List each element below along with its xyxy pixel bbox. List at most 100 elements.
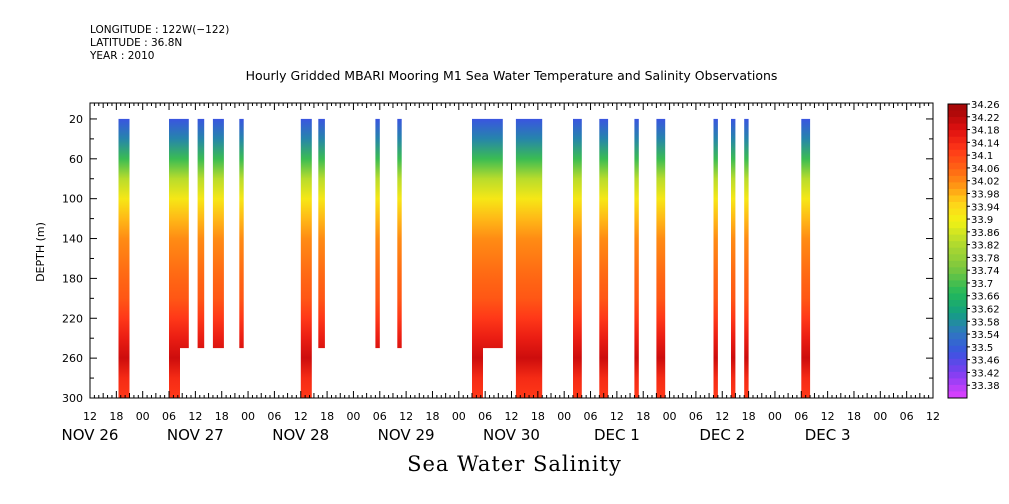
x-tick-label: 18	[636, 410, 650, 423]
colorbar-label: 33.66	[971, 292, 1000, 303]
x-day-label: NOV 29	[378, 426, 435, 444]
x-tick-label: 00	[768, 410, 782, 423]
x-tick-label: 12	[399, 410, 413, 423]
colorbar-label: 34.1	[971, 151, 993, 162]
observation-band	[801, 118, 811, 399]
colorbar-swatch	[948, 300, 967, 307]
colorbar-swatch	[948, 202, 967, 209]
x-tick-label: 06	[373, 410, 387, 423]
colorbar-swatch	[948, 352, 967, 360]
x-tick-label: 00	[557, 410, 571, 423]
x-tick-label: 00	[452, 410, 466, 423]
observation-band	[197, 118, 205, 349]
colorbar-swatch	[948, 234, 967, 242]
x-tick-label: 00	[346, 410, 360, 423]
colorbar-swatch	[948, 136, 967, 144]
x-tick-label: 12	[505, 410, 519, 423]
x-tick-label: 00	[873, 410, 887, 423]
observation-band	[599, 118, 609, 399]
colorbar-label: 34.06	[971, 164, 1000, 175]
colorbar-label: 33.5	[971, 343, 993, 354]
x-tick-label: 06	[900, 410, 914, 423]
x-tick-label: 06	[267, 410, 281, 423]
y-axis-title: DEPTH (m)	[34, 222, 47, 282]
x-axis-ticks: 12 18 00 06 12 18 00 06 12 18 00 06 12 18 00 06 12 18 00 06…	[62, 103, 940, 444]
colorbar-swatch	[948, 143, 967, 151]
observation-band	[573, 118, 582, 399]
x-tick-label: 18	[215, 410, 229, 423]
colorbar-swatch	[948, 371, 967, 379]
colorbar-label: 33.58	[971, 317, 1000, 328]
year-label: YEAR : 2010	[90, 50, 155, 62]
colorbar-swatch	[948, 247, 967, 255]
x-tick-label: 12	[715, 410, 729, 423]
colorbar-swatch	[948, 345, 967, 353]
colorbar-label: 34.26	[971, 100, 1000, 111]
x-tick-label: 18	[425, 410, 439, 423]
colorbar-label: 33.78	[971, 253, 1000, 264]
observation-band	[375, 118, 380, 349]
colorbar-swatch	[948, 306, 967, 314]
y-tick-label: 140	[62, 233, 83, 246]
x-day-label: DEC 3	[805, 426, 851, 444]
colorbar-label: 33.54	[971, 330, 1000, 341]
x-day-label: NOV 30	[483, 426, 540, 444]
x-tick-label: 00	[663, 410, 677, 423]
observation-band	[713, 118, 718, 399]
colorbar-swatch	[948, 280, 967, 288]
colorbar-swatch	[948, 162, 967, 170]
colorbar-swatch	[948, 254, 967, 262]
colorbar-swatch	[948, 358, 967, 366]
colorbar-swatch	[948, 384, 967, 392]
colorbar-swatch	[948, 391, 967, 399]
colorbar-swatch	[948, 156, 967, 164]
y-tick-label: 100	[62, 193, 83, 206]
x-tick-label: 18	[531, 410, 545, 423]
x-tick-label: 18	[320, 410, 334, 423]
y-axis-ticks: 20 60 100 140 180 220 260 300	[62, 113, 933, 405]
y-tick-label: 300	[62, 392, 83, 405]
x-tick-label: 06	[584, 410, 598, 423]
x-tick-label: 18	[847, 410, 861, 423]
colorbar-swatch	[948, 319, 967, 327]
colorbar-label: 34.18	[971, 126, 1000, 137]
colorbar-label: 33.42	[971, 368, 1000, 379]
colorbar-swatch	[948, 188, 967, 196]
colorbar-swatch	[948, 123, 967, 131]
x-tick-label: 12	[821, 410, 835, 423]
x-tick-label: 12	[188, 410, 202, 423]
y-tick-label: 60	[69, 153, 83, 166]
x-tick-label: 06	[689, 410, 703, 423]
colorbar-swatch	[948, 104, 967, 111]
colorbar-swatch	[948, 175, 967, 183]
colorbar-swatch	[948, 149, 967, 157]
observation-band	[212, 118, 224, 349]
colorbar-label: 33.94	[971, 202, 1000, 213]
colorbar-swatch	[948, 260, 967, 268]
colorbar-frame	[947, 103, 968, 399]
observation-band	[472, 118, 483, 399]
observation-band	[318, 118, 325, 349]
colorbar-swatch	[948, 293, 967, 301]
y-tick-label: 20	[69, 113, 83, 126]
observation-band	[118, 118, 130, 399]
colorbar-swatch	[948, 332, 967, 340]
latitude-label: LATITUDE : 36.8N	[90, 37, 183, 49]
y-tick-label: 220	[62, 312, 83, 325]
colorbar-swatch	[948, 117, 967, 124]
colorbar-swatch	[948, 130, 967, 138]
x-day-label: NOV 28	[272, 426, 329, 444]
colorbar-label: 34.02	[971, 177, 1000, 188]
colorbar-swatch	[948, 267, 967, 275]
observation-band	[169, 118, 180, 399]
x-tick-label: 12	[610, 410, 624, 423]
colorbar-label: 33.38	[971, 381, 1000, 392]
colorbar-label: 33.62	[971, 305, 1000, 316]
colorbar-label: 33.98	[971, 189, 1000, 200]
colorbar-swatch	[948, 195, 967, 203]
observation-band	[744, 118, 749, 399]
x-tick-label: 18	[109, 410, 123, 423]
observation-bands	[118, 118, 811, 399]
observation-band	[515, 118, 543, 399]
colorbar-label: 34.14	[971, 138, 1000, 149]
